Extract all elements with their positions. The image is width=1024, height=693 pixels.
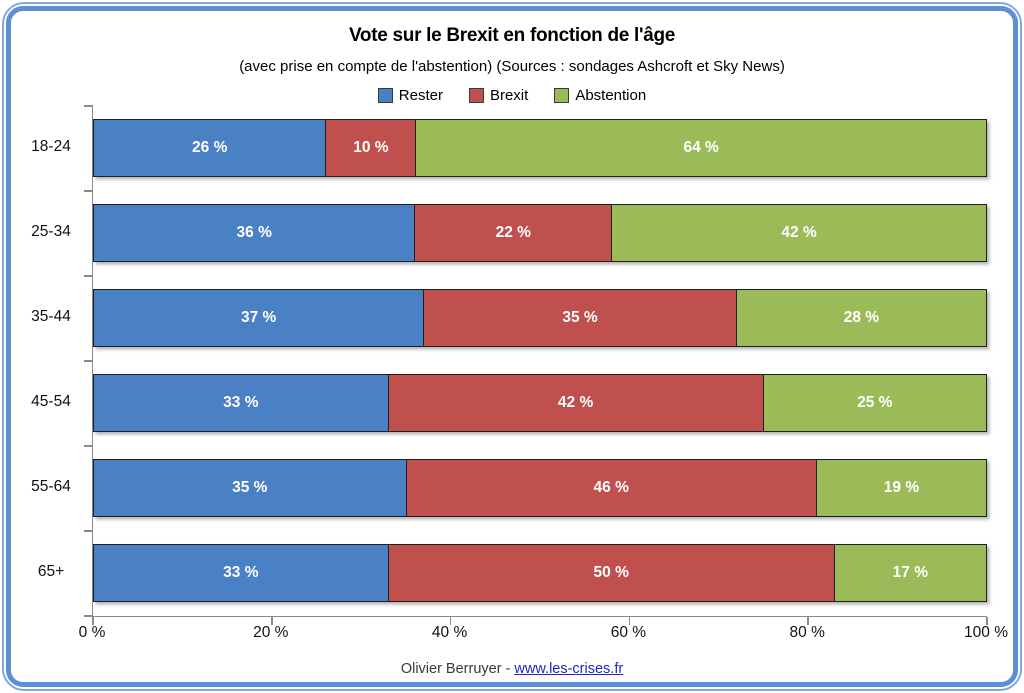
y-axis-tick — [84, 615, 93, 617]
x-axis-tick — [986, 617, 988, 625]
bar-value-label: 35 % — [232, 479, 268, 496]
bar-segment-abstention: 64 % — [416, 120, 986, 176]
category-label: 55-64 — [31, 478, 71, 495]
bar-value-label: 37 % — [240, 309, 277, 326]
x-axis-tick — [449, 617, 452, 625]
y-axis-tick — [84, 190, 93, 192]
chart-row: 18-24 26 % 10 % 64 % — [31, 106, 987, 191]
legend-item-abstention: Abstention — [554, 87, 646, 104]
category-label: 18-24 — [31, 138, 71, 155]
x-axis-tick-label: 20 % — [253, 624, 289, 641]
bar-value-label: 33 % — [223, 394, 259, 411]
bar-segment-brexit: 42 % — [388, 375, 764, 431]
bar-segment-abstention: 25 % — [763, 375, 986, 431]
bar-segment-rester: 33 % — [94, 375, 389, 431]
legend-label: Rester — [398, 87, 443, 104]
bar-value-label: 26 % — [192, 139, 228, 156]
x-axis-tick-label: 100 % — [964, 624, 1008, 641]
category-label: 35-44 — [31, 308, 71, 325]
plot-area: 18-24 26 % 10 % 64 % 25-34 36 % 22 % 42 % 35-44 3… — [31, 105, 988, 625]
chart-row: 25-34 36 % 22 % 42 % — [31, 191, 987, 276]
bar-segment-brexit: 35 % — [424, 290, 737, 346]
bar-value-label: 19 % — [883, 479, 920, 496]
category-label: 25-34 — [31, 223, 71, 240]
y-axis-tick — [84, 105, 93, 107]
bar-segment-brexit: 22 % — [415, 205, 613, 261]
legend-item-brexit: Brexit — [468, 87, 529, 104]
bar-value-label: 42 % — [781, 224, 817, 241]
bar-track: 33 % 50 % 17 % — [93, 544, 987, 602]
y-axis-tick — [84, 530, 93, 532]
chart-title: Vote sur le Brexit en fonction de l'âge — [348, 25, 676, 46]
bar-value-label: 46 % — [593, 479, 629, 496]
chart-row: 65+ 33 % 50 % 17 % — [38, 531, 987, 616]
legend-label: Abstention — [575, 87, 647, 104]
legend: Rester Brexit Abstention — [11, 87, 1013, 104]
category-label: 65+ — [37, 563, 65, 580]
footer-separator: - — [501, 661, 515, 677]
bar-segment-abstention: 17 % — [834, 545, 986, 601]
bar-segment-abstention: 28 % — [736, 290, 986, 346]
legend-swatch-icon — [468, 88, 484, 103]
x-axis-tick-label: 60 % — [610, 624, 647, 641]
legend-swatch-icon — [554, 88, 570, 103]
x-axis-labels: 0 % 20 % 40 % 60 % 80 % 100 % — [79, 624, 1008, 646]
bar-value-label: 50 % — [593, 564, 629, 581]
bar-value-label: 64 % — [683, 139, 719, 156]
chart-row: 45-54 33 % 42 % 25 % — [31, 361, 987, 446]
bar-segment-rester: 33 % — [94, 545, 389, 601]
bar-track: 33 % 42 % 25 % — [93, 374, 987, 432]
chart-row: 55-64 35 % 46 % 19 % — [31, 446, 987, 531]
bar-track: 26 % 10 % 64 % — [93, 119, 987, 177]
bar-segment-rester: 36 % — [94, 205, 416, 261]
bar-value-label: 28 % — [843, 309, 880, 326]
bar-value-label: 17 % — [892, 564, 929, 581]
bar-value-label: 33 % — [223, 564, 259, 581]
bar-segment-rester: 37 % — [94, 290, 425, 346]
bar-value-label: 25 % — [857, 394, 893, 411]
bar-value-label: 35 % — [562, 309, 598, 326]
y-axis-tick — [84, 445, 93, 447]
y-axis-tick — [84, 275, 93, 277]
bar-segment-abstention: 19 % — [816, 460, 986, 516]
x-axis-tick-label: 0 % — [78, 624, 106, 641]
bar-value-label: 22 % — [495, 224, 531, 241]
bar-segment-brexit: 10 % — [326, 120, 417, 176]
legend-item-rester: Rester — [377, 87, 443, 104]
x-axis-tick — [628, 617, 631, 625]
x-axis-tick-label: 80 % — [789, 624, 825, 641]
footer-credit: Olivier Berruyer — [400, 661, 502, 677]
y-axis-tick — [84, 360, 93, 362]
rounded-frame-inner: Vote sur le Brexit en fonction de l'âge … — [6, 6, 1018, 687]
x-axis-tick — [92, 617, 94, 625]
legend-swatch-icon — [377, 88, 393, 103]
chart-subtitle: (avec prise en compte de l'abstention) (… — [239, 58, 785, 75]
x-axis-tick — [807, 617, 809, 625]
bar-track: 35 % 46 % 19 % — [93, 459, 987, 517]
bar-value-label: 42 % — [557, 394, 594, 411]
chart-canvas: Vote sur le Brexit en fonction de l'âge … — [11, 11, 1013, 682]
bar-track: 37 % 35 % 28 % — [93, 289, 987, 347]
bar-track: 36 % 22 % 42 % — [93, 204, 987, 262]
bar-value-label: 10 % — [353, 139, 389, 156]
bar-segment-brexit: 46 % — [406, 460, 817, 516]
footer-link[interactable]: www.les-crises.fr — [514, 661, 624, 677]
x-axis-tick-label: 40 % — [431, 624, 468, 641]
chart-row: 35-44 37 % 35 % 28 % — [31, 276, 987, 361]
category-label: 45-54 — [31, 393, 71, 410]
footer: Olivier Berruyer - www.les-crises.fr — [11, 661, 1013, 677]
bar-segment-rester: 35 % — [94, 460, 407, 516]
bar-segment-rester: 26 % — [94, 120, 327, 176]
bar-value-label: 36 % — [236, 224, 272, 241]
legend-label: Brexit — [489, 87, 529, 104]
bar-segment-abstention: 42 % — [612, 205, 986, 261]
bar-segment-brexit: 50 % — [388, 545, 835, 601]
x-axis-tick — [271, 617, 273, 625]
